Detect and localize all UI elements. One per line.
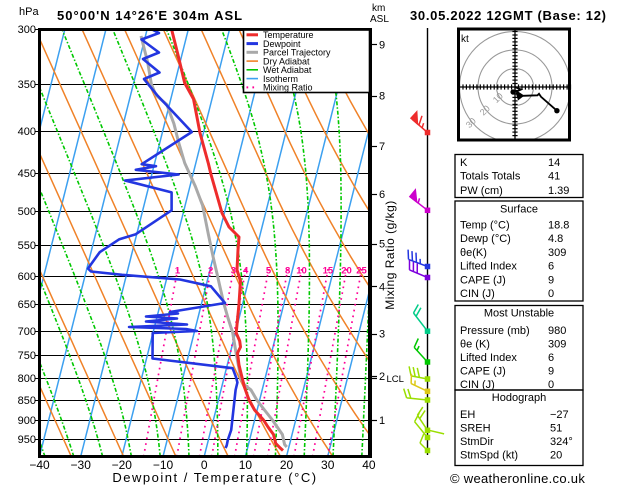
- svg-text:PW (cm): PW (cm): [460, 185, 503, 197]
- svg-text:850: 850: [18, 395, 36, 407]
- svg-text:2: 2: [379, 371, 385, 383]
- svg-text:Mixing Ratio (g/kg): Mixing Ratio (g/kg): [383, 200, 397, 310]
- svg-text:14: 14: [548, 157, 560, 169]
- svg-text:324°: 324°: [550, 436, 573, 448]
- svg-text:Pressure (mb): Pressure (mb): [460, 325, 530, 337]
- svg-text:Mixing Ratio: Mixing Ratio: [263, 83, 313, 93]
- svg-text:400: 400: [18, 126, 36, 138]
- svg-text:Temp (°C): Temp (°C): [460, 220, 510, 232]
- svg-text:900: 900: [18, 415, 36, 427]
- svg-text:kt: kt: [461, 34, 469, 45]
- svg-text:Most Unstable: Most Unstable: [484, 308, 554, 320]
- svg-text:550: 550: [18, 240, 36, 252]
- svg-text:9: 9: [548, 366, 554, 378]
- svg-text:K: K: [460, 157, 468, 169]
- svg-text:30.05.2022 12GMT (Base: 12): 30.05.2022 12GMT (Base: 12): [410, 8, 607, 23]
- svg-text:3: 3: [379, 329, 385, 341]
- svg-text:Dewp (°C): Dewp (°C): [460, 233, 511, 245]
- svg-text:Dewpoint / Temperature (°C): Dewpoint / Temperature (°C): [112, 470, 317, 485]
- svg-text:25: 25: [356, 266, 367, 277]
- svg-text:θe (K): θe (K): [460, 339, 490, 351]
- svg-text:15: 15: [323, 266, 334, 277]
- svg-text:1: 1: [175, 266, 181, 277]
- svg-text:StmSpd (kt): StmSpd (kt): [460, 450, 518, 462]
- svg-text:CAPE (J): CAPE (J): [460, 274, 506, 286]
- svg-text:0: 0: [548, 379, 554, 391]
- svg-text:Hodograph: Hodograph: [492, 392, 546, 404]
- svg-text:51: 51: [550, 423, 562, 435]
- svg-text:6: 6: [379, 189, 385, 201]
- svg-text:km: km: [372, 3, 385, 14]
- svg-text:3: 3: [231, 266, 236, 277]
- svg-text:8: 8: [285, 266, 290, 277]
- svg-text:CIN (J): CIN (J): [460, 288, 495, 300]
- svg-text:9: 9: [379, 40, 385, 52]
- svg-text:StmDir: StmDir: [460, 436, 494, 448]
- svg-text:309: 309: [548, 247, 566, 259]
- svg-text:750: 750: [18, 350, 36, 362]
- svg-text:4: 4: [243, 266, 249, 277]
- svg-text:CAPE (J): CAPE (J): [460, 366, 506, 378]
- svg-text:Lifted Index: Lifted Index: [460, 352, 517, 364]
- svg-text:4.8: 4.8: [548, 233, 563, 245]
- svg-text:41: 41: [548, 171, 560, 183]
- svg-text:ASL: ASL: [370, 14, 389, 25]
- svg-text:7: 7: [379, 141, 385, 153]
- svg-text:Totals Totals: Totals Totals: [460, 171, 521, 183]
- svg-text:Lifted Index: Lifted Index: [460, 261, 517, 273]
- svg-text:980: 980: [548, 325, 566, 337]
- svg-text:450: 450: [18, 168, 36, 180]
- svg-text:EH: EH: [460, 409, 475, 421]
- svg-text:Surface: Surface: [500, 204, 538, 216]
- svg-text:1.39: 1.39: [548, 185, 569, 197]
- svg-text:40: 40: [362, 458, 376, 472]
- svg-text:300: 300: [18, 24, 36, 36]
- svg-text:CIN (J): CIN (J): [460, 379, 495, 391]
- svg-text:SREH: SREH: [460, 423, 491, 435]
- svg-text:−30: −30: [71, 458, 92, 472]
- svg-text:2: 2: [208, 266, 213, 277]
- svg-text:−40: −40: [29, 458, 50, 472]
- svg-text:hPa: hPa: [19, 6, 39, 18]
- svg-text:50°00'N 14°26'E 304m ASL: 50°00'N 14°26'E 304m ASL: [57, 8, 243, 23]
- svg-text:650: 650: [18, 299, 36, 311]
- svg-text:© weatheronline.co.uk: © weatheronline.co.uk: [450, 471, 585, 486]
- svg-text:800: 800: [18, 373, 36, 385]
- svg-text:700: 700: [18, 326, 36, 338]
- svg-text:350: 350: [18, 79, 36, 91]
- svg-text:8: 8: [379, 91, 385, 103]
- svg-text:5: 5: [266, 266, 272, 277]
- svg-text:6: 6: [548, 352, 554, 364]
- svg-text:LCL: LCL: [387, 374, 404, 385]
- svg-text:600: 600: [18, 271, 36, 283]
- svg-text:6: 6: [548, 261, 554, 273]
- svg-text:500: 500: [18, 206, 36, 218]
- svg-text:18.8: 18.8: [548, 220, 569, 232]
- svg-text:0: 0: [548, 288, 554, 300]
- svg-text:30: 30: [321, 458, 335, 472]
- svg-text:−27: −27: [550, 409, 569, 421]
- svg-text:309: 309: [548, 339, 566, 351]
- svg-text:950: 950: [18, 434, 36, 446]
- svg-text:1: 1: [379, 415, 385, 427]
- svg-text:θe(K): θe(K): [460, 247, 487, 259]
- svg-text:20: 20: [550, 450, 562, 462]
- svg-text:9: 9: [548, 274, 554, 286]
- svg-text:20: 20: [341, 266, 352, 277]
- svg-text:10: 10: [296, 266, 307, 277]
